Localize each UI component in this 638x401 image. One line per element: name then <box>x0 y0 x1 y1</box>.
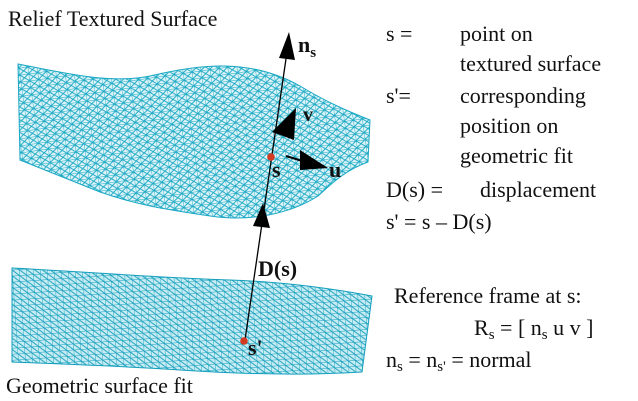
normal-label: ns <box>298 32 316 61</box>
normal-axis-line <box>244 51 288 341</box>
s-prime-def-line2: position on <box>460 113 559 138</box>
point-s <box>267 153 275 161</box>
displacement-def: displacement <box>480 177 597 202</box>
s-def-line2: textured surface <box>460 51 602 76</box>
s-prime-def-line1: corresponding <box>460 83 586 108</box>
displacement-key: D(s) = <box>386 177 444 202</box>
s-label: s <box>272 157 281 182</box>
displacement-label: D(s) <box>258 256 297 281</box>
u-arrowhead <box>300 150 328 170</box>
relation-equation: s' = s – D(s) <box>386 209 492 234</box>
normal-arrowhead <box>279 32 295 60</box>
point-s-prime <box>240 337 248 345</box>
s-prime-label: s' <box>248 335 263 360</box>
geometric-fit-title: Geometric surface fit <box>6 373 193 398</box>
relief-surface-title: Relief Textured Surface <box>8 6 217 31</box>
s-def-line1: point on <box>460 21 533 46</box>
relief-textured-mesh <box>17 63 371 219</box>
reference-frame-equation: Rs = [ ns u v ] <box>474 315 594 343</box>
s-prime-key: s'= <box>386 83 411 108</box>
v-arrowhead <box>272 108 296 140</box>
v-label: v <box>303 104 313 126</box>
u-label: u <box>329 157 341 182</box>
normal-equation: ns = ns' = normal <box>386 347 532 375</box>
s-key: s = <box>386 21 413 46</box>
displacement-arrowhead <box>253 203 270 228</box>
geometric-fit-mesh <box>11 267 373 375</box>
s-prime-def-line3: geometric fit <box>460 143 574 168</box>
reference-frame-heading: Reference frame at s: <box>394 283 582 308</box>
